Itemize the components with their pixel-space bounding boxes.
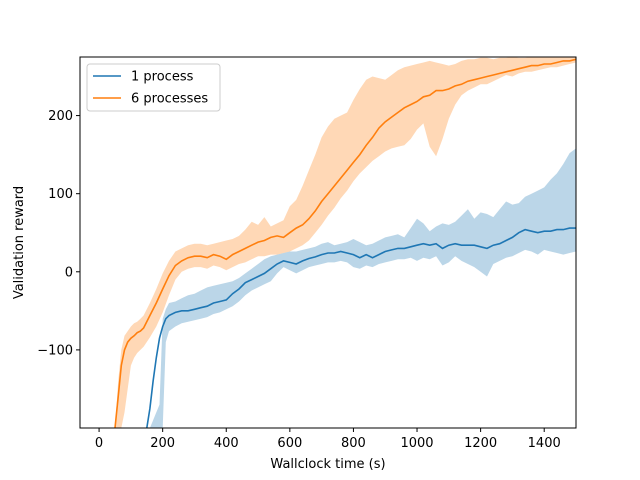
x-tick-label: 1400: [528, 436, 561, 451]
line-6-processes: [114, 58, 576, 428]
x-axis-label: Wallclock time (s): [270, 457, 385, 472]
y-tick-label: 0: [65, 265, 73, 280]
y-tick-label: 100: [48, 187, 73, 202]
confidence-bands: [115, 57, 576, 428]
line-1-process: [146, 227, 576, 428]
y-axis-label: Validation reward: [12, 186, 27, 299]
y-axis-ticks: −100 0 100 200: [37, 109, 80, 358]
legend-entry-6-processes: 6 processes: [131, 92, 208, 107]
plot-frame: [79, 56, 577, 429]
band-1-process: [146, 148, 576, 428]
legend-entry-1-process: 1 process: [131, 70, 194, 85]
x-tick-label: 400: [214, 436, 239, 451]
x-tick-label: 600: [277, 436, 302, 451]
band-6-processes: [115, 57, 576, 428]
x-tick-label: 0: [95, 436, 103, 451]
x-tick-label: 800: [341, 436, 366, 451]
x-tick-label: 200: [150, 436, 175, 451]
x-tick-label: 1000: [400, 436, 433, 451]
y-tick-label: 200: [48, 109, 73, 124]
series-lines: [114, 58, 576, 428]
y-tick-label: −100: [37, 343, 73, 358]
x-tick-label: 1200: [464, 436, 497, 451]
x-axis-ticks: 0 200 400 600 800 1000 1200 1400: [95, 428, 561, 451]
legend: 1 process 6 processes: [86, 63, 221, 112]
